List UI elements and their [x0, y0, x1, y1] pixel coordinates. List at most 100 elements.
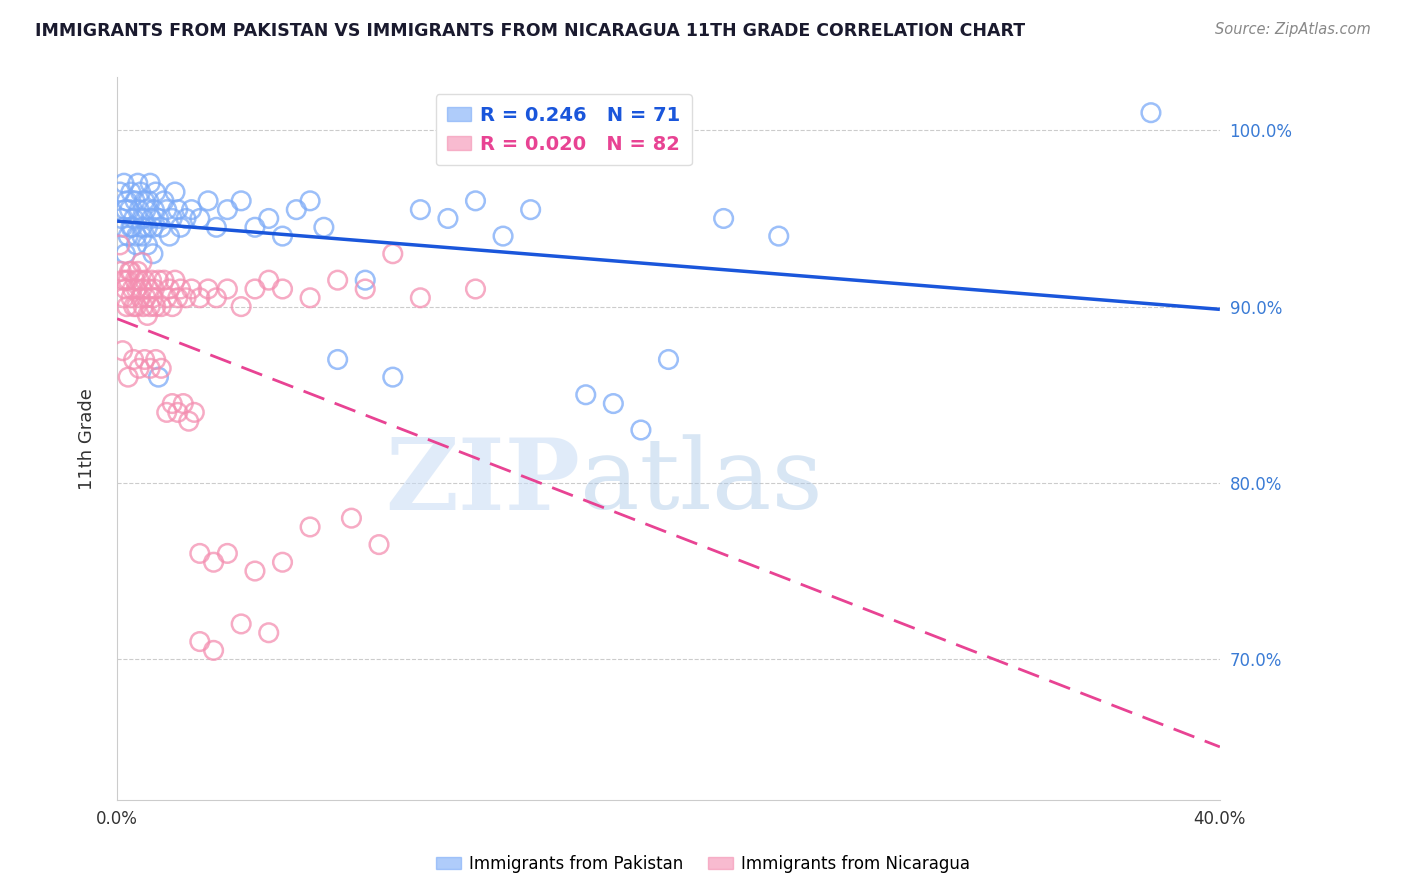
- Point: [159, 282, 181, 296]
- Point: [202, 555, 225, 569]
- Point: [118, 264, 141, 278]
- Point: [163, 273, 186, 287]
- Point: [145, 352, 167, 367]
- Point: [630, 423, 652, 437]
- Point: [131, 229, 153, 244]
- Point: [117, 229, 139, 244]
- Point: [145, 185, 167, 199]
- Point: [368, 538, 391, 552]
- Point: [180, 202, 202, 217]
- Point: [202, 643, 225, 657]
- Text: Source: ZipAtlas.com: Source: ZipAtlas.com: [1215, 22, 1371, 37]
- Point: [121, 220, 143, 235]
- Point: [131, 220, 153, 235]
- Point: [110, 211, 132, 226]
- Point: [141, 273, 163, 287]
- Point: [122, 352, 145, 367]
- Point: [437, 211, 460, 226]
- Point: [205, 291, 228, 305]
- Point: [183, 405, 205, 419]
- Point: [148, 211, 170, 226]
- Point: [166, 405, 188, 419]
- Point: [117, 370, 139, 384]
- Point: [127, 264, 149, 278]
- Point: [124, 273, 146, 287]
- Point: [180, 282, 202, 296]
- Point: [243, 220, 266, 235]
- Point: [381, 370, 404, 384]
- Point: [139, 300, 162, 314]
- Point: [257, 625, 280, 640]
- Point: [174, 291, 197, 305]
- Point: [135, 202, 157, 217]
- Point: [138, 282, 160, 296]
- Point: [115, 194, 138, 208]
- Point: [177, 414, 200, 428]
- Legend: Immigrants from Pakistan, Immigrants from Nicaragua: Immigrants from Pakistan, Immigrants fro…: [429, 848, 977, 880]
- Point: [131, 282, 153, 296]
- Point: [145, 300, 167, 314]
- Point: [141, 211, 163, 226]
- Point: [129, 291, 152, 305]
- Point: [381, 246, 404, 260]
- Point: [299, 291, 322, 305]
- Point: [114, 246, 136, 260]
- Point: [148, 273, 170, 287]
- Point: [120, 220, 142, 235]
- Point: [197, 194, 219, 208]
- Point: [134, 352, 156, 367]
- Point: [122, 211, 145, 226]
- Point: [188, 291, 211, 305]
- Point: [354, 273, 377, 287]
- Point: [299, 194, 322, 208]
- Point: [134, 273, 156, 287]
- Point: [114, 273, 136, 287]
- Point: [205, 220, 228, 235]
- Point: [271, 555, 294, 569]
- Point: [271, 282, 294, 296]
- Point: [188, 634, 211, 648]
- Point: [217, 202, 239, 217]
- Point: [188, 211, 211, 226]
- Point: [150, 361, 173, 376]
- Point: [125, 238, 148, 252]
- Text: ZIP: ZIP: [385, 434, 581, 531]
- Legend: R = 0.246   N = 71, R = 0.020   N = 82: R = 0.246 N = 71, R = 0.020 N = 82: [436, 95, 692, 165]
- Point: [243, 282, 266, 296]
- Point: [602, 396, 624, 410]
- Point: [172, 396, 194, 410]
- Point: [143, 282, 166, 296]
- Point: [153, 273, 176, 287]
- Point: [136, 238, 159, 252]
- Point: [136, 220, 159, 235]
- Point: [118, 202, 141, 217]
- Point: [142, 220, 165, 235]
- Text: atlas: atlas: [581, 434, 823, 530]
- Point: [166, 202, 188, 217]
- Point: [492, 229, 515, 244]
- Point: [131, 255, 153, 269]
- Point: [135, 291, 157, 305]
- Point: [112, 291, 135, 305]
- Point: [150, 220, 173, 235]
- Point: [464, 282, 486, 296]
- Point: [150, 300, 173, 314]
- Point: [139, 176, 162, 190]
- Point: [217, 282, 239, 296]
- Text: IMMIGRANTS FROM PAKISTAN VS IMMIGRANTS FROM NICARAGUA 11TH GRADE CORRELATION CHA: IMMIGRANTS FROM PAKISTAN VS IMMIGRANTS F…: [35, 22, 1025, 40]
- Point: [575, 388, 598, 402]
- Point: [108, 238, 131, 252]
- Point: [153, 194, 176, 208]
- Point: [156, 202, 179, 217]
- Point: [340, 511, 363, 525]
- Point: [108, 185, 131, 199]
- Point: [114, 202, 136, 217]
- Point: [285, 202, 308, 217]
- Point: [142, 291, 165, 305]
- Point: [231, 300, 253, 314]
- Point: [111, 220, 134, 235]
- Point: [156, 405, 179, 419]
- Point: [110, 264, 132, 278]
- Point: [174, 211, 197, 226]
- Point: [271, 229, 294, 244]
